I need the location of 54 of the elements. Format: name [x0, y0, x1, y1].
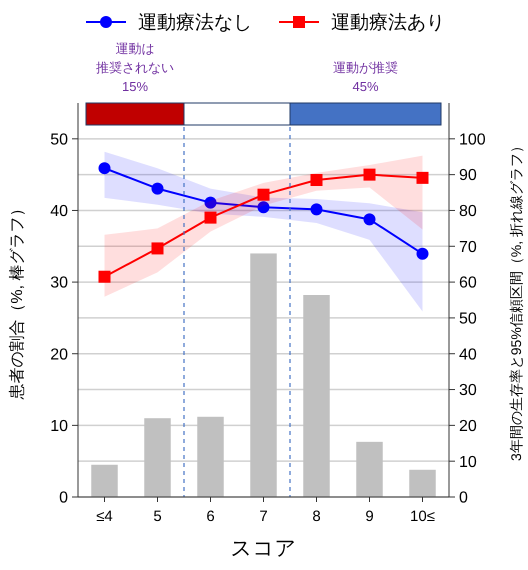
- point: [310, 174, 322, 186]
- point: [310, 203, 322, 216]
- x-tick-label: 5: [153, 508, 162, 525]
- bar: [144, 418, 171, 497]
- bar: [409, 470, 436, 497]
- y2-tick-label: 50: [459, 310, 477, 328]
- bar: [356, 442, 383, 497]
- point: [258, 201, 270, 214]
- x-tick-label: 9: [365, 508, 374, 525]
- x-tick-label: 6: [206, 508, 215, 525]
- y2-tick-label: 80: [459, 203, 477, 220]
- y2-tick-label: 30: [459, 382, 477, 400]
- bar: [303, 294, 330, 497]
- point: [364, 213, 376, 226]
- point: [204, 196, 216, 209]
- y-tick-label: 0: [59, 490, 68, 507]
- y-tick-label: 30: [50, 274, 68, 292]
- legend-label: 運動療法あり: [331, 12, 445, 34]
- y-tick-label: 40: [50, 203, 68, 220]
- point: [258, 188, 270, 201]
- point: [152, 242, 164, 254]
- y-tick-label: 20: [50, 346, 68, 364]
- point: [416, 248, 428, 260]
- y2-tick-label: 100: [459, 131, 486, 148]
- point: [98, 162, 110, 174]
- y2-tick-label: 0: [459, 490, 468, 507]
- bar: [91, 464, 118, 497]
- point: [364, 168, 376, 181]
- y2-tick-label: 70: [459, 238, 477, 256]
- y2-tick-label: 90: [459, 167, 477, 184]
- y-tick-label: 50: [50, 131, 68, 148]
- point: [416, 172, 428, 184]
- text: 運動は推奨されない: [96, 41, 174, 75]
- y2-axis-title: 3年間の生存率と95%信頼区間（%, 折れ線グラフ）: [508, 138, 524, 462]
- x-tick-label: ≤4: [96, 508, 113, 525]
- point: [204, 212, 216, 224]
- y2-tick-label: 60: [459, 274, 477, 292]
- y2-tick-label: 10: [459, 454, 477, 471]
- bar: [197, 416, 224, 497]
- bar: [250, 253, 277, 497]
- point: [152, 182, 164, 195]
- x-tick-label: 10≤: [410, 508, 435, 525]
- y-axis-title: 患者の割合（%, 棒グラフ）: [8, 200, 26, 401]
- legend-label: 運動療法なし: [138, 12, 252, 34]
- x-axis-title: スコア: [230, 537, 296, 560]
- y2-tick-label: 20: [459, 418, 477, 435]
- y-tick-label: 10: [50, 418, 68, 435]
- text: 15%: [122, 79, 148, 94]
- x-tick-label: 7: [259, 508, 268, 525]
- point: [98, 270, 110, 283]
- x-tick-label: 8: [312, 508, 321, 525]
- text: 45%: [352, 79, 379, 94]
- text: 運動が推奨: [333, 60, 398, 75]
- y2-tick-label: 40: [459, 346, 477, 364]
